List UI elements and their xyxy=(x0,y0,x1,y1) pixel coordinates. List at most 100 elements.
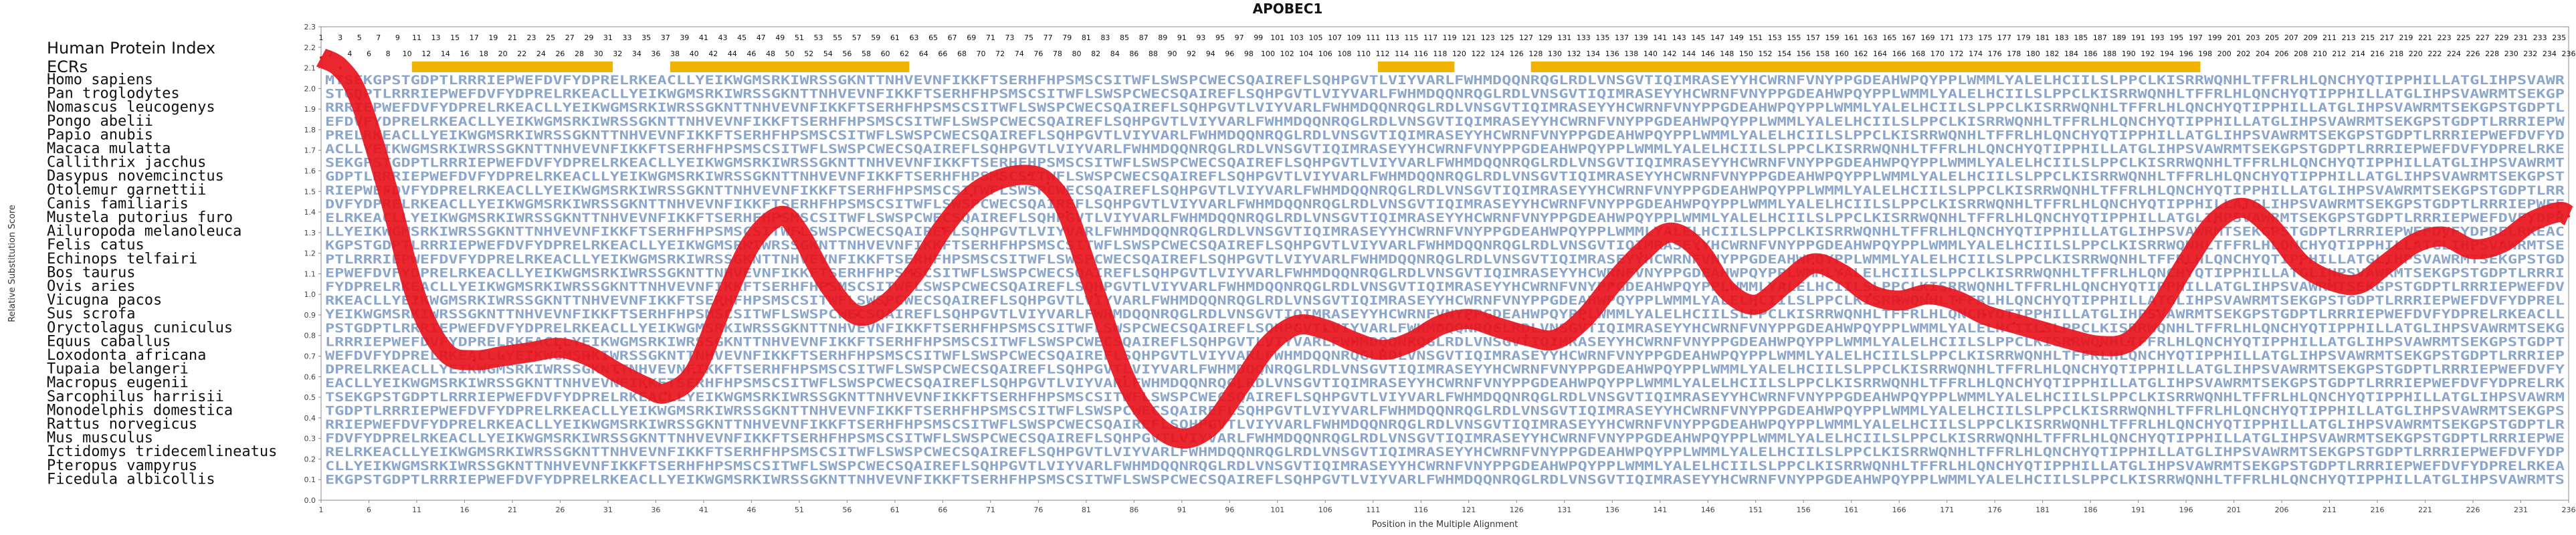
protein-index-number: 82 xyxy=(1091,49,1100,58)
protein-index-number: 164 xyxy=(1873,49,1887,58)
protein-index-number: 137 xyxy=(1615,33,1629,42)
x-axis-label: Position in the Multiple Alignment xyxy=(1372,520,1518,530)
x-tick-label: 131 xyxy=(1557,506,1571,514)
protein-index-number: 13 xyxy=(431,33,441,42)
protein-index-number: 142 xyxy=(1663,49,1677,58)
x-tick-label: 166 xyxy=(1892,506,1906,514)
protein-index-number: 84 xyxy=(1110,49,1120,58)
x-tick-label: 216 xyxy=(2371,506,2385,514)
y-tick-label: 0.2 xyxy=(304,455,316,463)
alignment-row: ELRKEACLLYEIKWGMSRKIWRSSGKNTTNHVEVNFIKKF… xyxy=(325,211,2565,225)
protein-index-number: 97 xyxy=(1235,33,1244,42)
x-tick-label: 106 xyxy=(1318,506,1332,514)
data-point xyxy=(1783,282,1786,286)
x-tick-label: 206 xyxy=(2275,506,2289,514)
protein-index-number: 93 xyxy=(1196,33,1205,42)
y-tick-label: 1.4 xyxy=(304,208,316,217)
species-label: Ficedula albicollis xyxy=(47,471,215,488)
x-tick-label: 31 xyxy=(603,506,613,514)
data-point xyxy=(1898,299,1901,302)
protein-index-number: 71 xyxy=(986,33,995,42)
alignment-row: LLYEIKWGMSRKIWRSSGKNTTNHVEVNFIKKFTSERHFH… xyxy=(325,225,2565,239)
protein-index-number: 200 xyxy=(2217,49,2232,58)
protein-index-number: 59 xyxy=(871,33,880,42)
protein-index-number: 121 xyxy=(1462,33,1476,42)
protein-index-number: 47 xyxy=(757,33,766,42)
protein-index-number: 66 xyxy=(938,49,947,58)
data-point xyxy=(2127,340,2131,343)
protein-index-number: 231 xyxy=(2514,33,2528,42)
protein-index-number: 179 xyxy=(2017,33,2031,42)
protein-index-number: 218 xyxy=(2389,49,2403,58)
protein-index-number: 205 xyxy=(2265,33,2279,42)
data-point xyxy=(912,272,916,276)
protein-index-number: 209 xyxy=(2303,33,2317,42)
data-point xyxy=(1381,348,1385,352)
data-point xyxy=(1496,326,1499,329)
species-label: Sarcophilus harrisii xyxy=(47,389,224,405)
protein-index-number: 217 xyxy=(2380,33,2394,42)
protein-index-number: 202 xyxy=(2236,49,2250,58)
protein-index-number: 185 xyxy=(2074,33,2088,42)
protein-index-number: 223 xyxy=(2438,33,2452,42)
y-axis: 0.0 0.1 0.2 0.3 0.4 0.5 0.6 0.7 0.8 0.9 1.0 1.1 1.2 1… xyxy=(304,23,321,505)
data-point xyxy=(1066,211,1069,214)
species-label: Loxodonta africana xyxy=(47,347,206,364)
species-label: Tupaia belangeri xyxy=(47,361,189,378)
protein-index-number: 31 xyxy=(603,33,613,42)
species-label: Ailuropoda melanoleuca xyxy=(47,223,241,240)
x-tick-label: 171 xyxy=(1940,506,1954,514)
data-point xyxy=(941,227,945,230)
protein-index-number: 3 xyxy=(338,33,342,42)
y-tick-label: 1.8 xyxy=(304,126,316,134)
species-label: Bos taurus xyxy=(47,264,135,281)
alignment-row: TGDPTLRRRIEPWEFDVFYDPRELRKEACLLYEIKWGMSR… xyxy=(325,403,2565,418)
y-tick-label: 2.2 xyxy=(304,43,316,52)
species-label: Ovis aries xyxy=(47,278,135,295)
alignment-row: SEKGPSTGDPTLRRRIEPWEFDVFYDPRELRKEACLLYEI… xyxy=(325,156,2565,171)
protein-index-number: 211 xyxy=(2322,33,2337,42)
species-label: Otolemur garnettii xyxy=(47,182,206,199)
protein-index-number: 35 xyxy=(641,33,651,42)
data-point xyxy=(530,350,533,354)
protein-index-number: 10 xyxy=(403,49,412,58)
data-point xyxy=(2567,215,2570,218)
protein-index-number: 25 xyxy=(546,33,555,42)
protein-index-number: 8 xyxy=(386,49,391,58)
protein-index-number: 184 xyxy=(2064,49,2078,58)
protein-index-number: 155 xyxy=(1787,33,1801,42)
protein-index-number: 191 xyxy=(2131,33,2145,42)
x-tick-label: 66 xyxy=(938,506,947,514)
protein-index-number: 26 xyxy=(555,49,565,58)
protein-index-number: 113 xyxy=(1385,33,1399,42)
protein-index-number: 34 xyxy=(632,49,641,58)
y-tick-label: 2.3 xyxy=(304,23,316,31)
ecr-block xyxy=(1530,62,2201,72)
protein-index-number: 61 xyxy=(890,33,900,42)
alignment-row: RELRKEACLLYEIKWGMSRKIWRSSGKNTTNHVEVNFIKK… xyxy=(325,445,2565,459)
y-axis-label: Relative Substitution Score xyxy=(7,205,17,322)
protein-index-number: 125 xyxy=(1500,33,1514,42)
x-tick-label: 51 xyxy=(795,506,804,514)
data-point xyxy=(1811,262,1815,265)
chart-title: APOBEC1 xyxy=(1253,1,1323,17)
alignment-row: WEFDVFYDPRELRKEACLLYEIKWGMSRKIWRSSGKNTTN… xyxy=(325,348,2565,363)
protein-index-number: 16 xyxy=(460,49,469,58)
protein-index-number: 149 xyxy=(1730,33,1744,42)
x-tick-label: 81 xyxy=(1082,506,1091,514)
protein-index-number: 64 xyxy=(919,49,928,58)
protein-index-number: 175 xyxy=(1978,33,1992,42)
protein-index-number: 158 xyxy=(1815,49,1829,58)
y-tick-label: 0.7 xyxy=(304,352,316,361)
protein-index-number: 221 xyxy=(2418,33,2432,42)
protein-index-number: 131 xyxy=(1557,33,1571,42)
x-tick-label: 71 xyxy=(986,506,995,514)
protein-index-number: 33 xyxy=(623,33,632,42)
x-tick-label: 236 xyxy=(2562,506,2576,514)
x-tick-label: 21 xyxy=(508,506,517,514)
x-tick-label: 6 xyxy=(367,506,371,514)
protein-index-number: 141 xyxy=(1653,33,1667,42)
protein-index-number: 133 xyxy=(1577,33,1591,42)
protein-index-number: 99 xyxy=(1254,33,1263,42)
protein-index-number: 95 xyxy=(1215,33,1225,42)
